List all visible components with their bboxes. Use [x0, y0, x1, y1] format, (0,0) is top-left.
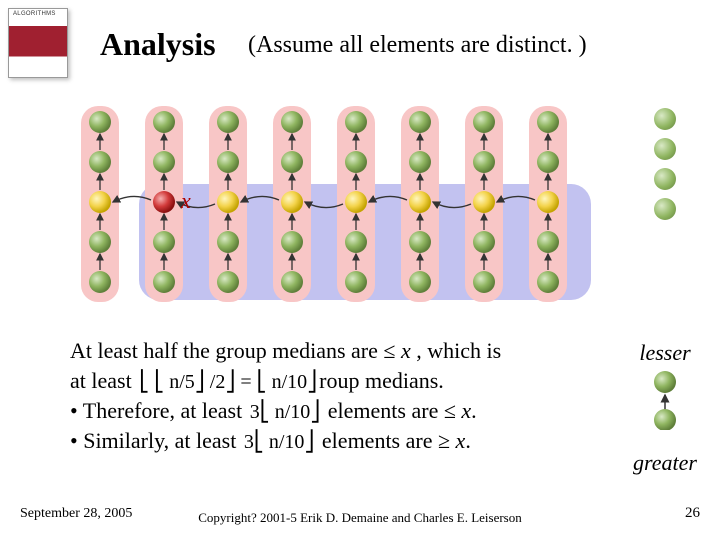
element-node	[217, 231, 239, 253]
median-node	[537, 191, 559, 213]
element-node	[281, 111, 303, 133]
element-node	[217, 271, 239, 293]
element-node	[345, 151, 367, 173]
expr-floor-half: ⎣ ⎣ n/5⎦ /2⎦ = ⎣ n/10⎦	[137, 369, 319, 396]
median-node	[409, 191, 431, 213]
groups-diagram: x	[70, 100, 690, 320]
page-subtitle: (Assume all elements are distinct. )	[248, 32, 587, 59]
lesser-greater-pair	[638, 370, 692, 430]
element-node	[409, 271, 431, 293]
element-node	[537, 231, 559, 253]
lesser-label: lesser	[630, 340, 700, 366]
legend-node	[654, 198, 676, 220]
element-node	[153, 151, 175, 173]
element-node	[473, 111, 495, 133]
element-node	[281, 271, 303, 293]
legend-node	[654, 108, 676, 130]
right-node-column	[630, 100, 700, 228]
element-node	[153, 271, 175, 293]
footer-page-number: 26	[685, 505, 700, 522]
element-node	[89, 231, 111, 253]
median-node	[217, 191, 239, 213]
element-node	[153, 111, 175, 133]
median-node	[473, 191, 495, 213]
median-node	[281, 191, 303, 213]
median-node	[345, 191, 367, 213]
median-node	[89, 191, 111, 213]
element-node	[345, 111, 367, 133]
element-node	[537, 271, 559, 293]
element-node	[89, 151, 111, 173]
element-node	[473, 151, 495, 173]
legend-node	[654, 168, 676, 190]
pivot-x-node	[153, 191, 175, 213]
element-node	[409, 111, 431, 133]
element-node	[409, 151, 431, 173]
element-node	[281, 231, 303, 253]
greater-label: greater	[630, 450, 700, 476]
footer-date: September 28, 2005	[20, 506, 132, 522]
element-node	[537, 111, 559, 133]
element-node	[217, 151, 239, 173]
element-node	[345, 231, 367, 253]
element-node	[153, 231, 175, 253]
analysis-text: At least half the group medians are ≤ x …	[70, 336, 630, 456]
element-node	[537, 151, 559, 173]
element-node	[217, 111, 239, 133]
element-node	[281, 151, 303, 173]
element-node	[89, 111, 111, 133]
element-node	[345, 271, 367, 293]
element-node	[473, 231, 495, 253]
x-label: x	[180, 188, 191, 213]
textbook-icon	[8, 8, 68, 78]
footer-copyright: Copyright? 2001-5 Erik D. Demaine and Ch…	[198, 510, 521, 526]
legend-node	[654, 138, 676, 160]
expr-3-floor-2: 3⎣ n/10⎦	[242, 429, 317, 456]
element-node	[409, 231, 431, 253]
element-node	[473, 271, 495, 293]
page-title: Analysis	[100, 26, 216, 63]
expr-3-floor: 3⎣ n/10⎦	[248, 399, 323, 426]
element-node	[89, 271, 111, 293]
